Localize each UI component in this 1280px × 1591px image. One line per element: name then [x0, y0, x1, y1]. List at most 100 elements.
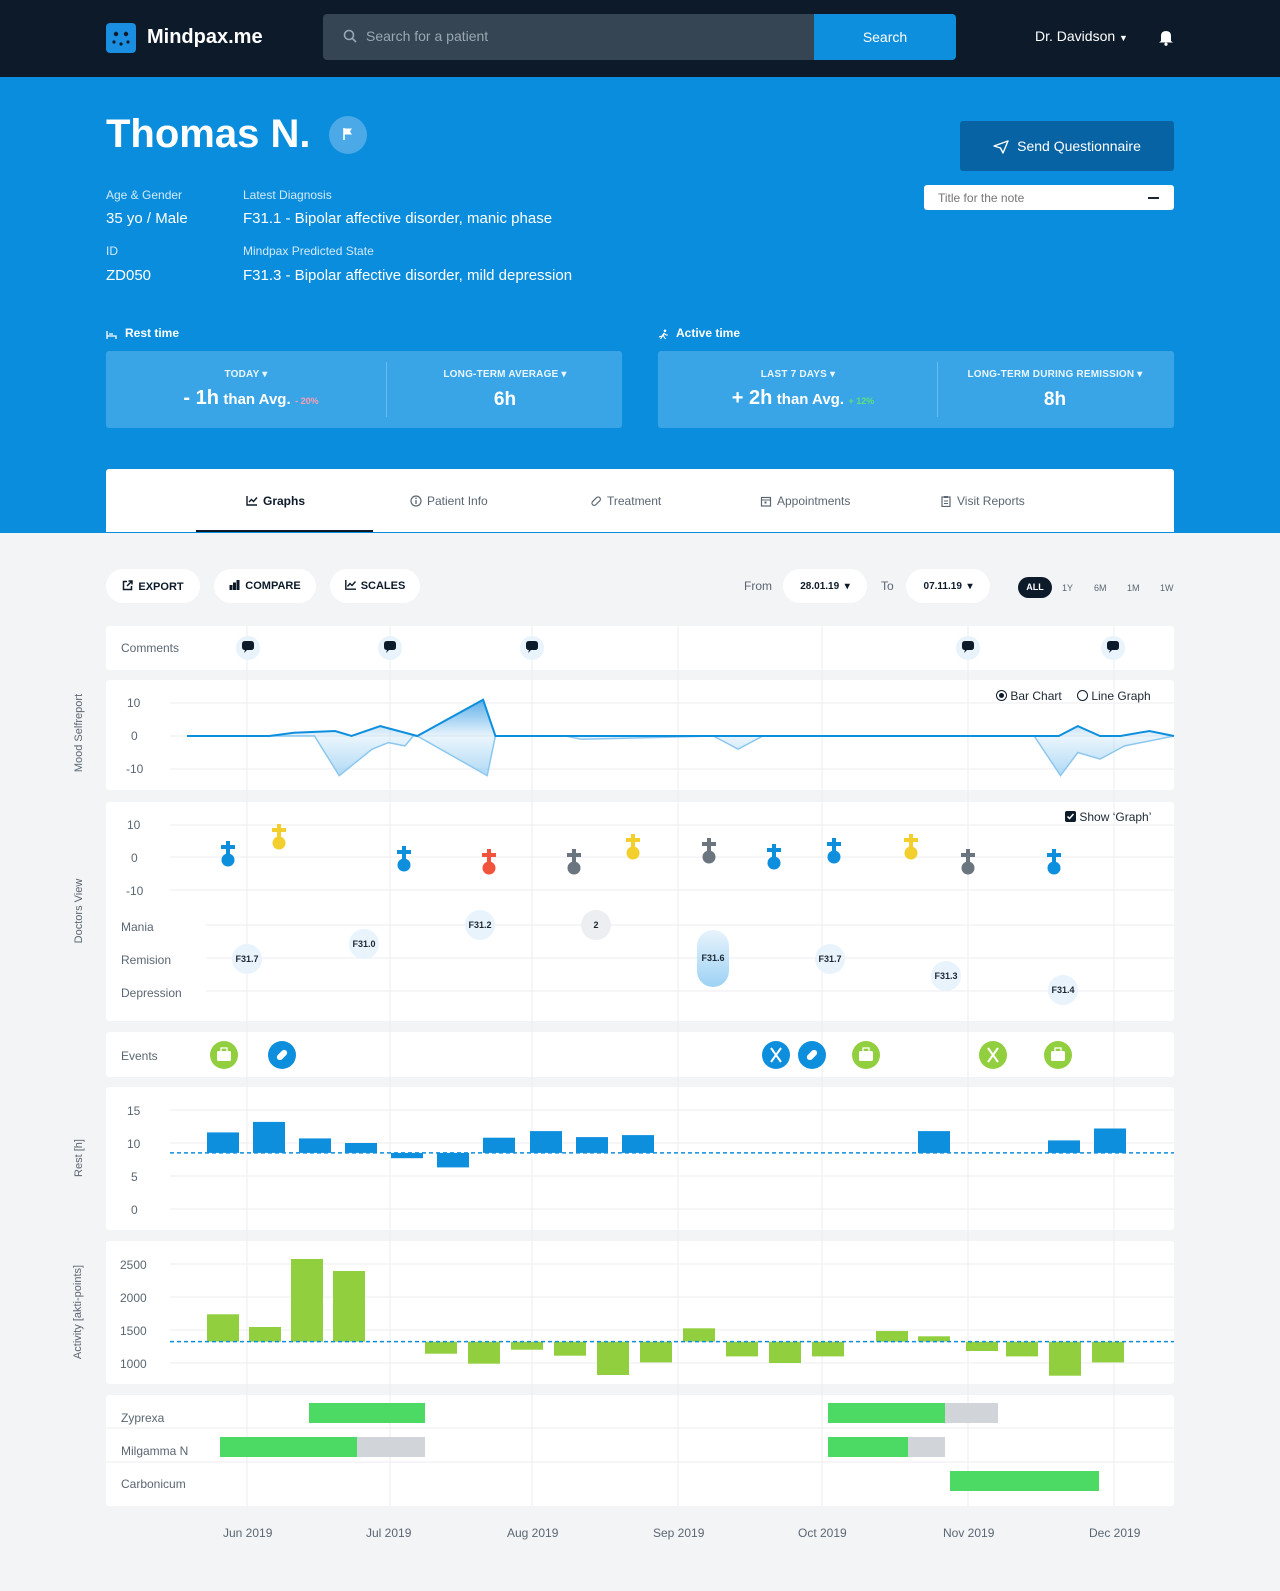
rest-bar	[253, 1121, 285, 1153]
briefcase-icon	[210, 1041, 238, 1069]
medication-label: Zyprexa	[121, 1411, 165, 1425]
range-all[interactable]: ALL	[1018, 577, 1052, 598]
diagnosis-badge[interactable]: F31.7	[815, 944, 845, 974]
user-name: Dr. Davidson	[1035, 28, 1116, 44]
user-menu[interactable]: Dr. Davidson ▼	[1035, 28, 1128, 44]
active-remission-dropdown[interactable]: LONG-TERM DURING REMISSION ▾	[967, 369, 1143, 380]
tab-patient-info[interactable]: Patient Info	[410, 494, 488, 508]
pill-icon	[268, 1041, 296, 1069]
note-title-input[interactable]	[924, 185, 1174, 210]
doctors-markers	[221, 824, 1061, 875]
state-label-depression: Depression	[121, 986, 182, 1000]
active-week-dropdown[interactable]: LAST 7 DAYS ▾	[760, 369, 836, 380]
doctor-assessment-marker	[767, 844, 781, 870]
month-label: Jul 2019	[366, 1526, 412, 1540]
rest-tick: 0	[131, 1203, 138, 1217]
month-label: Nov 2019	[943, 1526, 995, 1540]
tab-appointments[interactable]: Appointments	[760, 494, 850, 508]
to-date-picker[interactable]: 07.11.19 ▾	[906, 569, 990, 603]
activity-bar	[812, 1341, 844, 1357]
diagnosis-badge[interactable]: F31.0	[349, 929, 379, 959]
activity-bar	[1006, 1341, 1038, 1357]
activity-bar	[554, 1341, 586, 1356]
rest-average-value: 6h	[493, 389, 517, 410]
send-questionnaire-label: Send Questionnaire	[1017, 137, 1141, 154]
mood-chart	[187, 698, 1175, 777]
diagnosis-badge[interactable]: F31.4	[1048, 975, 1078, 1005]
activity-chart	[170, 1259, 1174, 1376]
active-week-value: + 2h than Avg. + 12%	[731, 387, 875, 409]
activity-bar	[291, 1259, 323, 1342]
rest-bar	[1094, 1128, 1126, 1153]
range-1m[interactable]: 1M	[1127, 583, 1140, 593]
stat-divider	[937, 362, 938, 417]
cutlery-icon	[979, 1041, 1007, 1069]
checkbox-checked-icon	[1065, 811, 1076, 822]
medication-period	[828, 1403, 945, 1423]
active-remission-value: 8h	[1043, 389, 1067, 410]
collapse-icon[interactable]	[1148, 197, 1159, 199]
line-graph-radio[interactable]: Line Graph	[1077, 689, 1151, 703]
diagnosis-badge[interactable]: F31.7	[232, 944, 262, 974]
chart-icon	[246, 496, 258, 506]
rest-bar	[483, 1137, 515, 1153]
rest-bar	[530, 1131, 562, 1153]
doctor-assessment-marker	[272, 824, 286, 850]
mindpax-logo-icon[interactable]	[106, 23, 136, 53]
diagnosis-label: Latest Diagnosis	[243, 188, 332, 202]
medication-paused	[357, 1437, 425, 1457]
from-date-picker[interactable]: 28.01.19 ▾	[783, 569, 867, 603]
doctors-tick: 0	[131, 851, 138, 865]
tab-visit-reports[interactable]: Visit Reports	[940, 494, 1025, 508]
search-button[interactable]: Search	[814, 14, 956, 60]
id-label: ID	[106, 244, 118, 258]
rest-bar	[576, 1137, 608, 1153]
compare-button[interactable]: COMPARE	[214, 569, 316, 603]
activity-bar	[468, 1341, 500, 1364]
mood-tick: 0	[131, 729, 138, 743]
month-label: Oct 2019	[798, 1526, 847, 1540]
activity-bar	[966, 1341, 998, 1351]
medication-label: Milgamma N	[121, 1444, 189, 1458]
doctor-assessment-marker	[1047, 849, 1061, 875]
predicted-value: F31.3 - Bipolar affective disorder, mild…	[243, 267, 573, 284]
bar-chart-radio[interactable]: Bar Chart	[996, 689, 1062, 703]
send-questionnaire-button[interactable]: Send Questionnaire	[960, 121, 1174, 171]
rest-average-dropdown[interactable]: LONG-TERM AVERAGE ▾	[443, 369, 567, 380]
rest-today-dropdown[interactable]: TODAY ▾	[224, 369, 268, 380]
rest-bar	[1048, 1140, 1080, 1153]
rest-chart	[170, 1121, 1174, 1168]
flag-button[interactable]	[329, 116, 367, 154]
app-name[interactable]: Mindpax.me	[147, 26, 263, 48]
search-placeholder: Search for a patient	[366, 28, 489, 44]
mood-negative-series	[187, 735, 1175, 777]
search-input[interactable]	[323, 14, 814, 60]
rest-bar	[622, 1135, 654, 1153]
diagnosis-badge[interactable]: F31.6	[697, 930, 729, 987]
export-button[interactable]: EXPORT	[106, 569, 200, 603]
rest-today-value: - 1h than Avg. - 20%	[183, 387, 319, 409]
activity-bar	[918, 1336, 950, 1342]
bell-icon[interactable]	[1158, 28, 1174, 51]
rest-tick: 10	[127, 1137, 141, 1151]
tab-bar	[106, 469, 1174, 532]
medication-timeline	[220, 1403, 1099, 1491]
activity-bar	[511, 1341, 543, 1350]
tab-treatment[interactable]: Treatment	[590, 494, 661, 508]
activity-tick: 1000	[120, 1357, 147, 1371]
comment-icon	[956, 636, 980, 660]
tab-graphs[interactable]: Graphs	[246, 494, 305, 508]
range-6m[interactable]: 6M	[1094, 583, 1107, 593]
events-row	[210, 1041, 1072, 1069]
diagnosis-badge[interactable]: F31.2	[465, 910, 495, 940]
month-label: Dec 2019	[1089, 1526, 1141, 1540]
diagnosis-badge[interactable]: F31.3	[931, 961, 961, 991]
cutlery-icon	[762, 1041, 790, 1069]
show-graph-checkbox[interactable]: Show ‘Graph’	[1065, 810, 1151, 824]
flag-icon	[343, 127, 352, 140]
range-1w[interactable]: 1W	[1160, 583, 1174, 593]
month-label: Sep 2019	[653, 1526, 705, 1540]
diagnosis-count-badge[interactable]: 2	[581, 910, 611, 940]
scales-button[interactable]: SCALES	[330, 569, 420, 603]
range-1y[interactable]: 1Y	[1062, 583, 1074, 593]
